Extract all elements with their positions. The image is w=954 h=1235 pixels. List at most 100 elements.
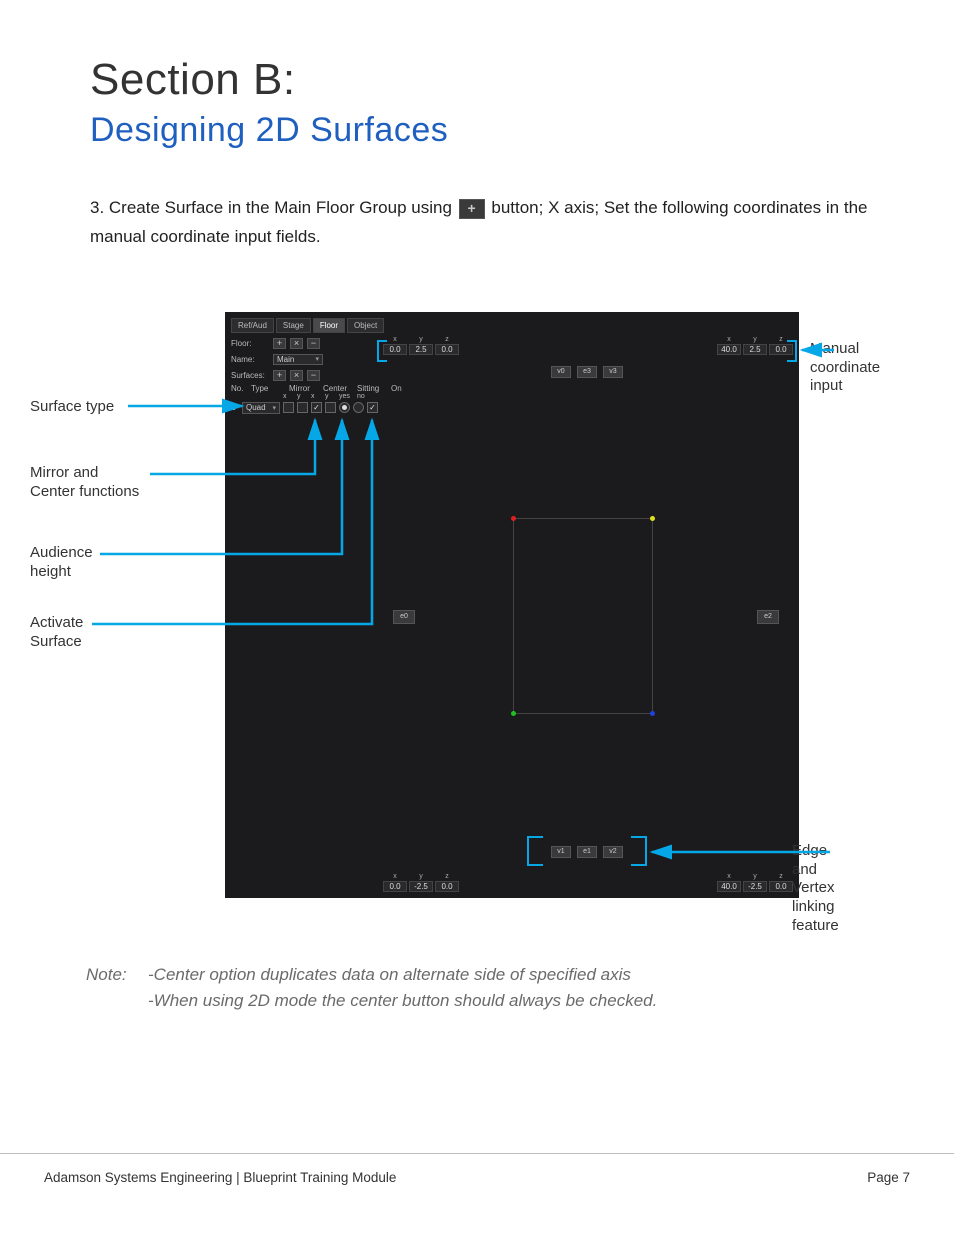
col-center: Center xyxy=(323,384,349,393)
axis-x: x xyxy=(717,873,741,880)
coord-tr-y[interactable]: 2.5 xyxy=(743,344,767,355)
plus-icon: + xyxy=(459,199,485,219)
columns-subheader: x y x y yes no xyxy=(283,393,369,400)
edge-e2-button[interactable]: e2 xyxy=(757,610,779,624)
center-y-checkbox[interactable] xyxy=(325,402,336,413)
col-mirror: Mirror xyxy=(289,384,315,393)
mirror-y-checkbox[interactable] xyxy=(297,402,308,413)
bottom-vertex-buttons: v1 e1 v2 xyxy=(551,846,623,858)
coord-bl-z[interactable]: 0.0 xyxy=(435,881,459,892)
mirror-x-checkbox[interactable] xyxy=(283,402,294,413)
tab-floor[interactable]: Floor xyxy=(313,318,345,333)
vertex-dot-bl xyxy=(511,711,516,716)
surface-type-select[interactable]: Quad ▾ xyxy=(242,402,280,414)
coord-br-x[interactable]: 40.0 xyxy=(717,881,741,892)
section-subtitle: Designing 2D Surfaces xyxy=(90,111,894,150)
callout-activate-surface: Activate Surface xyxy=(30,614,83,652)
surfaces-row: Surfaces: + × − xyxy=(231,370,320,381)
name-label: Name: xyxy=(231,355,269,364)
sub-no: no xyxy=(357,393,369,400)
coord-br-y[interactable]: -2.5 xyxy=(743,881,767,892)
axis-y: y xyxy=(409,336,433,343)
col-no: No. xyxy=(231,384,243,393)
floor-minus-button[interactable]: − xyxy=(307,338,320,349)
vertex-v0-button[interactable]: v0 xyxy=(551,366,571,378)
sub-yes: yes xyxy=(339,393,353,400)
note-label: Note: xyxy=(86,962,134,1015)
sub-mx: x xyxy=(283,393,293,400)
name-row: Name: Main▾ xyxy=(231,354,323,365)
col-type: Type xyxy=(251,384,281,393)
edge-e1-button[interactable]: e1 xyxy=(577,846,597,858)
instruction-before: 3. Create Surface in the Main Floor Grou… xyxy=(90,198,457,217)
coord-tr-x[interactable]: 40.0 xyxy=(717,344,741,355)
coord-tl-z[interactable]: 0.0 xyxy=(435,344,459,355)
floor-label: Floor: xyxy=(231,339,269,348)
surface-type-value: Quad xyxy=(246,403,266,412)
coord-bl-y[interactable]: -2.5 xyxy=(409,881,433,892)
tab-bar: Ref/Aud Stage Floor Object xyxy=(231,318,384,333)
axis-z: z xyxy=(435,873,459,880)
edge-e0-button[interactable]: e0 xyxy=(393,610,415,624)
coord-bottom-left: xyz 0.0-2.50.0 xyxy=(383,873,459,892)
sub-cx: x xyxy=(311,393,321,400)
callout-edge-vertex: Edge and Vertex linking feature xyxy=(792,842,839,936)
col-on: On xyxy=(391,384,405,393)
annotated-figure: Ref/Aud Stage Floor Object Floor: + × − … xyxy=(30,312,834,922)
note-block: Note: -Center option duplicates data on … xyxy=(86,962,894,1015)
section-title: Section B: xyxy=(90,55,894,105)
coord-br-z[interactable]: 0.0 xyxy=(769,881,793,892)
floor-row: Floor: + × − xyxy=(231,338,320,349)
callout-mirror-center: Mirror and Center functions xyxy=(30,464,139,502)
footer-left: Adamson Systems Engineering | Blueprint … xyxy=(44,1170,396,1185)
surfaces-add-button[interactable]: + xyxy=(273,370,286,381)
floor-remove-button[interactable]: × xyxy=(290,338,303,349)
viewport-outline xyxy=(513,518,653,714)
footer-right: Page 7 xyxy=(867,1170,910,1185)
columns-header: No. Type Mirror Center Sitting On xyxy=(231,384,405,393)
callout-surface-type: Surface type xyxy=(30,398,114,417)
tab-object[interactable]: Object xyxy=(347,318,384,333)
vertex-dot-tr xyxy=(650,516,655,521)
bracket-top-left xyxy=(377,340,387,362)
note-line-1: -Center option duplicates data on altern… xyxy=(148,965,631,984)
vertex-v1-button[interactable]: v1 xyxy=(551,846,571,858)
chevron-down-icon: ▾ xyxy=(272,404,276,412)
app-screenshot: Ref/Aud Stage Floor Object Floor: + × − … xyxy=(225,312,799,898)
name-value: Main xyxy=(277,355,294,364)
axis-x: x xyxy=(383,873,407,880)
axis-z: z xyxy=(769,873,793,880)
floor-add-button[interactable]: + xyxy=(273,338,286,349)
surfaces-minus-button[interactable]: − xyxy=(307,370,320,381)
axis-z: z xyxy=(435,336,459,343)
coord-bl-x[interactable]: 0.0 xyxy=(383,881,407,892)
surface-no: 1 xyxy=(231,403,239,412)
on-checkbox[interactable]: ✓ xyxy=(367,402,378,413)
center-x-checkbox[interactable]: ✓ xyxy=(311,402,322,413)
vertex-v3-button[interactable]: v3 xyxy=(603,366,623,378)
vertex-dot-br xyxy=(650,711,655,716)
coord-tl-y[interactable]: 2.5 xyxy=(409,344,433,355)
vertex-v2-button[interactable]: v2 xyxy=(603,846,623,858)
page-footer: Adamson Systems Engineering | Blueprint … xyxy=(0,1153,954,1185)
surface-data-row: 1 Quad ▾ ✓ ✓ xyxy=(231,402,378,414)
axis-y: y xyxy=(743,336,767,343)
tab-stage[interactable]: Stage xyxy=(276,318,311,333)
col-sitting: Sitting xyxy=(357,384,383,393)
name-select[interactable]: Main▾ xyxy=(273,354,323,365)
top-vertex-buttons: v0 e3 v3 xyxy=(551,366,623,378)
axis-x: x xyxy=(717,336,741,343)
coord-bottom-right: xyz 40.0-2.50.0 xyxy=(717,873,793,892)
axis-y: y xyxy=(409,873,433,880)
surfaces-remove-button[interactable]: × xyxy=(290,370,303,381)
sub-my: y xyxy=(297,393,307,400)
surfaces-label: Surfaces: xyxy=(231,371,269,380)
callout-audience-height: Audience height xyxy=(30,544,93,582)
edge-e3-button[interactable]: e3 xyxy=(577,366,597,378)
sitting-yes-radio[interactable] xyxy=(339,402,350,413)
tab-refaud[interactable]: Ref/Aud xyxy=(231,318,274,333)
note-line-2: -When using 2D mode the center button sh… xyxy=(148,991,657,1010)
coord-top-right: xyz 40.02.50.0 xyxy=(717,336,793,355)
instruction-text: 3. Create Surface in the Main Floor Grou… xyxy=(90,194,894,252)
sitting-no-radio[interactable] xyxy=(353,402,364,413)
